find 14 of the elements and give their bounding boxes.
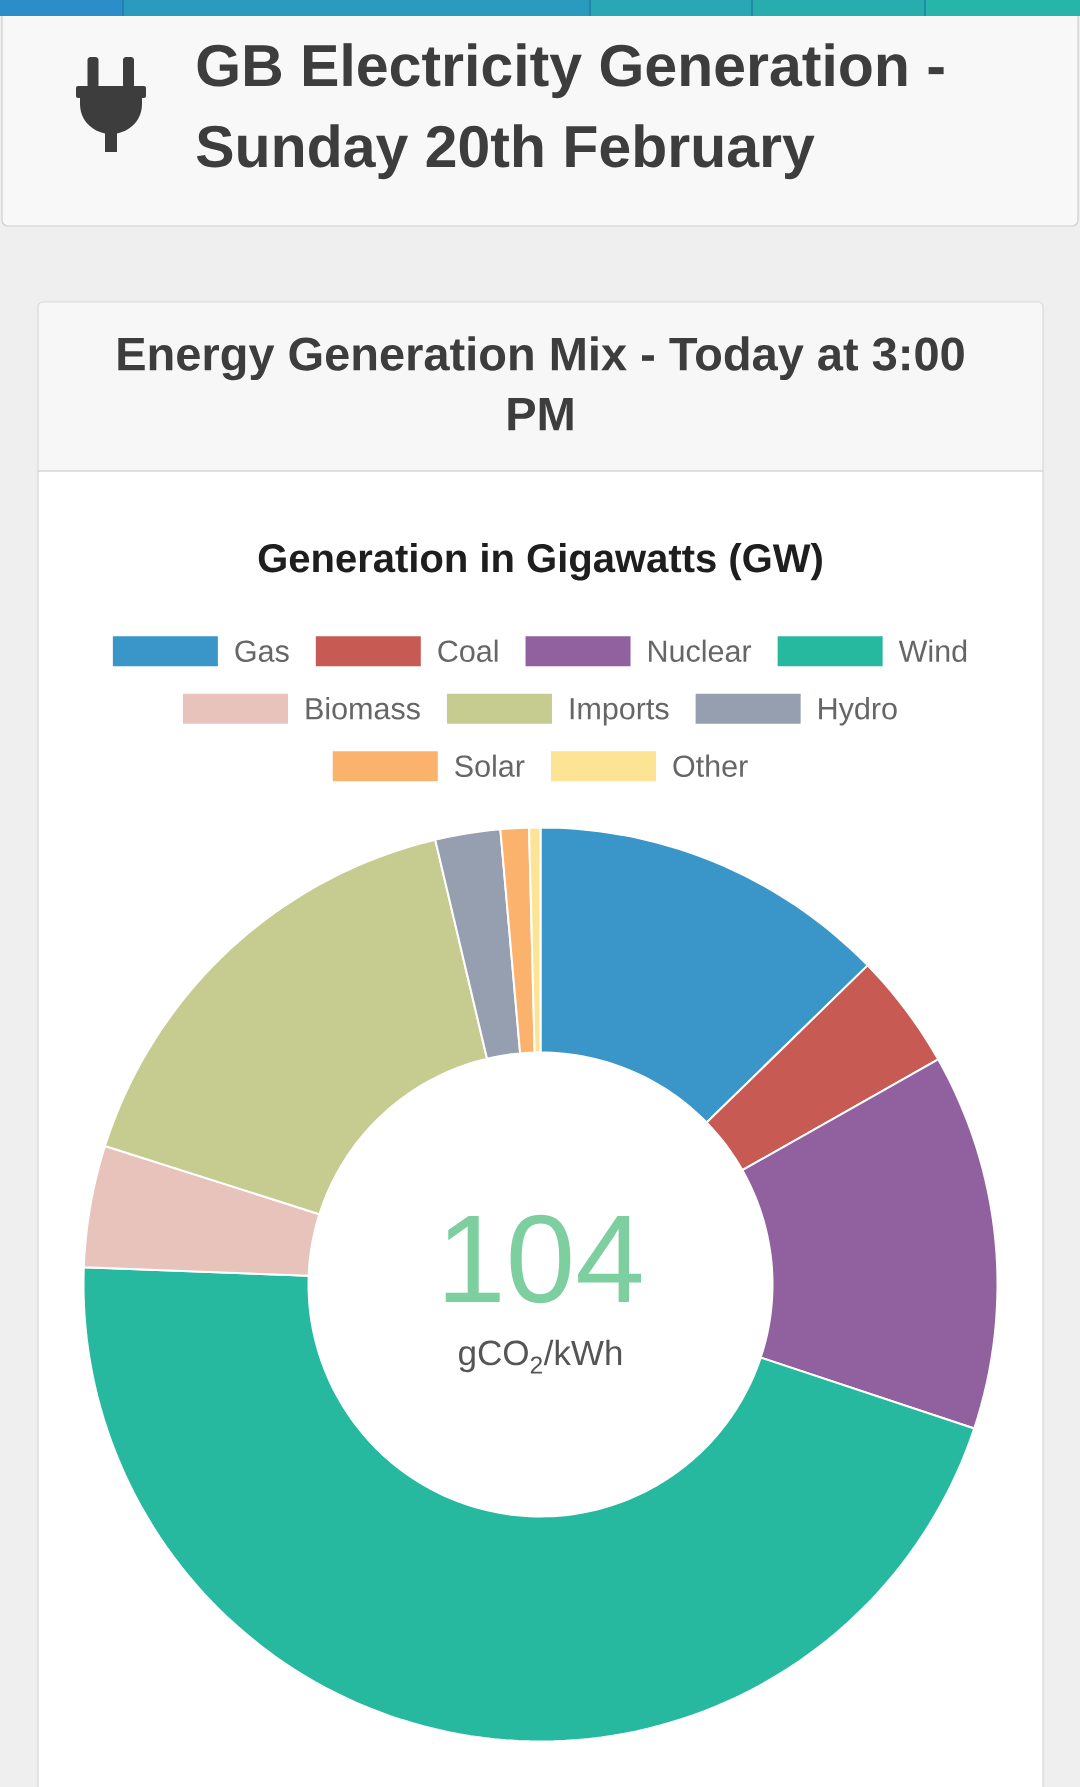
legend-label: Wind: [898, 639, 967, 662]
chart-subtitle: Energy Generation Mix - Today at 3:00 PM: [118, 336, 964, 431]
legend-label: Gas: [235, 640, 289, 662]
legend-label: Imports: [570, 698, 669, 726]
legend-label: Hydro: [819, 697, 897, 726]
legend-label: Other: [673, 754, 748, 777]
text: Generation in Gigawatts (GW): [258, 543, 822, 581]
legend-label: Nuclear: [649, 639, 752, 662]
legend-label: Biomass: [306, 697, 420, 720]
chart-title: GB Electricity Generation - Sunday 20th February: [196, 43, 944, 180]
legend-label: Solar: [455, 754, 525, 777]
text: gCO$_{2}$/kWh: [459, 1339, 622, 1374]
text: 104: [445, 1214, 642, 1304]
legend-label: Coal: [438, 639, 498, 662]
